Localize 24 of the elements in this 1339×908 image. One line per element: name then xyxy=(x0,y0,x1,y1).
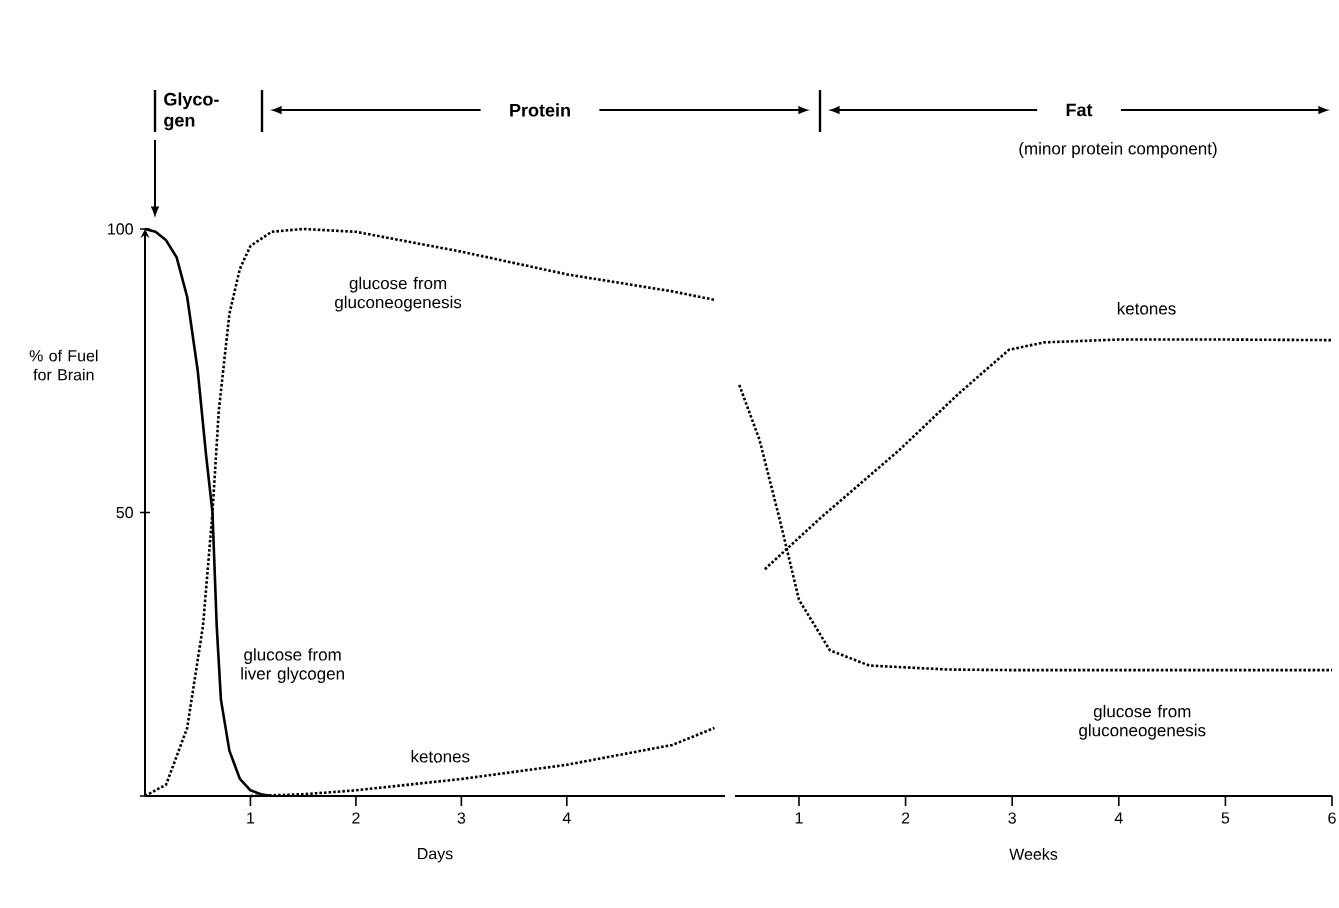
text: Glyco-gen xyxy=(164,92,219,131)
x-tick-label: 1 xyxy=(247,812,255,824)
text: (minor protein component) xyxy=(1019,142,1217,158)
x-tick-label: 6 xyxy=(1328,812,1336,824)
annotation: ketones xyxy=(1117,302,1176,315)
text: Fat xyxy=(1066,103,1093,117)
y-tick-label: 50 xyxy=(116,506,133,519)
annotation: ketones xyxy=(411,750,470,763)
y-axis-title: % of Fuel for Brain xyxy=(29,349,98,381)
x-tick-label: 3 xyxy=(1008,812,1016,824)
annotation: glucose from gluconeogenesis xyxy=(335,276,462,312)
x-axis-title: Days xyxy=(418,848,453,863)
x-tick-label: 2 xyxy=(352,812,360,824)
x-axis-title: Weeks xyxy=(1009,848,1058,860)
x-tick-label: 3 xyxy=(457,812,466,824)
x-tick-label: 5 xyxy=(1221,812,1230,824)
text: Protein xyxy=(510,103,570,117)
x-tick-label: 4 xyxy=(562,812,571,824)
x-tick-label: 2 xyxy=(901,812,910,824)
x-tick-label: 1 xyxy=(795,812,803,824)
annotation: glucose from gluconeogenesis xyxy=(1079,704,1206,740)
y-tick-label: 100 xyxy=(108,223,133,235)
x-tick-label: 4 xyxy=(1114,812,1123,824)
annotation: glucose from liver glycogen xyxy=(241,648,344,683)
